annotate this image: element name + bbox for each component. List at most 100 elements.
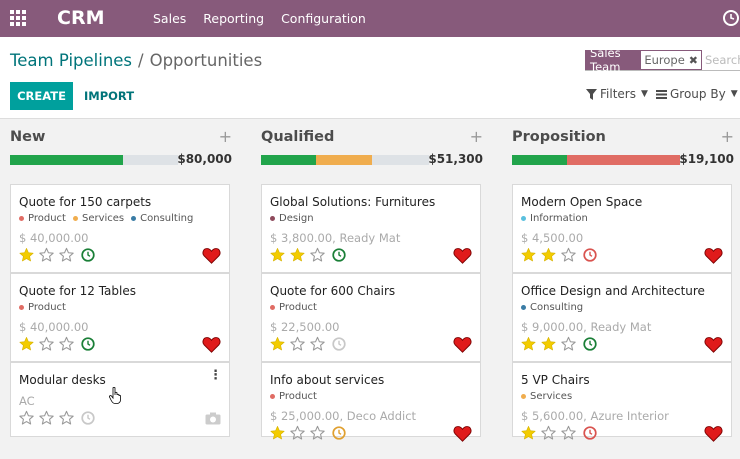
apps-menu-icon[interactable] <box>10 10 28 26</box>
card-amount: $ 40,000.00 <box>19 231 89 245</box>
tag-color-dot <box>19 216 24 221</box>
heart-icon[interactable] <box>202 336 221 353</box>
star-empty-icon[interactable] <box>38 247 55 263</box>
column-progress-bar[interactable] <box>10 155 178 165</box>
tag: Design <box>270 213 314 224</box>
star-filled-icon[interactable] <box>18 336 35 352</box>
star-filled-icon[interactable] <box>520 336 537 352</box>
star-empty-icon[interactable] <box>540 425 557 441</box>
card-title: Info about services <box>270 373 385 387</box>
kanban-card[interactable]: Quote for 12 Tables Product $ 40,000.00 <box>10 273 230 362</box>
quick-create-plus-icon[interactable]: + <box>469 127 483 146</box>
green-clock-icon[interactable] <box>81 248 95 262</box>
kanban-card[interactable]: Modern Open Space Information $ 4,500.00 <box>512 184 732 273</box>
green-clock-icon[interactable] <box>81 337 95 351</box>
star-empty-icon[interactable] <box>560 247 577 263</box>
quick-create-plus-icon[interactable]: + <box>720 127 734 146</box>
filters-dropdown[interactable]: Filters ▼ <box>586 87 648 101</box>
heart-icon[interactable] <box>453 425 472 442</box>
star-filled-icon[interactable] <box>520 425 537 441</box>
star-filled-icon[interactable] <box>540 336 557 352</box>
card-tags: Services <box>521 391 572 402</box>
progress-segment-green[interactable] <box>10 155 123 165</box>
card-amount: $ 4,500.00 <box>521 231 584 245</box>
kanban-card[interactable]: Info about services Product $ 25,000.00, D… <box>261 362 481 442</box>
create-button[interactable]: CREATE <box>10 82 73 110</box>
star-filled-icon[interactable] <box>289 247 306 263</box>
star-filled-icon[interactable] <box>269 336 286 352</box>
facet-remove-icon[interactable]: ✖ <box>688 53 698 67</box>
star-empty-icon[interactable] <box>58 336 75 352</box>
heart-icon[interactable] <box>202 247 221 264</box>
star-empty-icon[interactable] <box>289 425 306 441</box>
star-empty-icon[interactable] <box>58 410 75 426</box>
breadcrumb: Team Pipelines / Opportunities <box>10 51 262 70</box>
menu-item-reporting[interactable]: Reporting <box>203 11 265 26</box>
star-filled-icon[interactable] <box>540 247 557 263</box>
caret-down-icon: ▼ <box>640 89 648 99</box>
column-title[interactable]: Proposition <box>512 129 606 145</box>
star-filled-icon[interactable] <box>520 247 537 263</box>
star-empty-icon[interactable] <box>289 336 306 352</box>
card-dropdown-menu-icon[interactable]: ⋮ <box>209 368 222 383</box>
tag-label: Consulting <box>530 302 584 313</box>
kanban-card[interactable]: Office Design and Architecture Consulting… <box>512 273 732 362</box>
column-progress-bar[interactable] <box>512 155 680 165</box>
star-empty-icon[interactable] <box>309 247 326 263</box>
star-empty-icon[interactable] <box>309 425 326 441</box>
kanban-card[interactable]: Quote for 600 Chairs Product $ 22,500.00 <box>261 273 481 362</box>
star-filled-icon[interactable] <box>18 247 35 263</box>
green-clock-icon[interactable] <box>332 248 346 262</box>
heart-icon[interactable] <box>453 247 472 264</box>
column-total: $19,100 <box>679 152 734 166</box>
progress-segment-red[interactable] <box>567 155 680 165</box>
kanban-card[interactable]: Global Solutions: Furnitures Design $ 3,80… <box>261 184 481 273</box>
progress-segment-orange[interactable] <box>316 155 372 165</box>
heart-icon[interactable] <box>704 425 723 442</box>
column-progress-bar[interactable] <box>261 155 429 165</box>
app-brand[interactable]: CRM <box>57 7 105 29</box>
star-filled-icon[interactable] <box>269 247 286 263</box>
star-empty-icon[interactable] <box>18 410 35 426</box>
star-empty-icon[interactable] <box>560 425 577 441</box>
column-title[interactable]: Qualified <box>261 129 335 145</box>
star-empty-icon[interactable] <box>38 336 55 352</box>
card-amount: $ 3,800.00, Ready Mat <box>270 231 401 245</box>
star-filled-icon[interactable] <box>269 425 286 441</box>
star-empty-icon[interactable] <box>309 336 326 352</box>
heart-icon[interactable] <box>704 247 723 264</box>
column-title[interactable]: New <box>10 129 46 145</box>
orange-clock-icon[interactable] <box>332 426 346 440</box>
tag: Services <box>72 213 124 224</box>
kanban-card[interactable]: Quote for 150 carpets Product Services Cons… <box>10 184 230 273</box>
progress-segment-grey[interactable] <box>371 155 429 165</box>
progress-segment-grey[interactable] <box>122 155 178 165</box>
progress-segment-green[interactable] <box>512 155 568 165</box>
green-clock-icon[interactable] <box>583 337 597 351</box>
breadcrumb-parent[interactable]: Team Pipelines <box>10 51 133 70</box>
tag-label: Information <box>530 213 588 224</box>
kanban-card[interactable]: 5 VP Chairs Services $ 5,600.00, Azure Int… <box>512 362 732 442</box>
import-button[interactable]: IMPORT <box>84 89 135 103</box>
grey-clock-icon[interactable] <box>332 337 346 351</box>
progress-segment-green[interactable] <box>261 155 317 165</box>
star-empty-icon[interactable] <box>38 410 55 426</box>
star-empty-icon[interactable] <box>58 247 75 263</box>
heart-icon[interactable] <box>453 336 472 353</box>
camera-icon[interactable] <box>205 412 221 425</box>
priority-stars <box>269 425 346 441</box>
menu-item-configuration[interactable]: Configuration <box>281 11 366 26</box>
search-input[interactable] <box>705 53 740 67</box>
tag-label: Product <box>279 391 317 402</box>
groupby-dropdown[interactable]: Group By ▼ <box>656 87 738 101</box>
tag-color-dot <box>131 216 137 221</box>
priority-stars <box>269 247 346 263</box>
activity-clock-icon[interactable] <box>722 9 740 27</box>
grey-clock-icon[interactable] <box>81 411 95 425</box>
quick-create-plus-icon[interactable]: + <box>218 127 232 146</box>
star-empty-icon[interactable] <box>560 336 577 352</box>
red-clock-icon[interactable] <box>583 426 597 440</box>
red-clock-icon[interactable] <box>583 248 597 262</box>
heart-icon[interactable] <box>704 336 723 353</box>
menu-item-sales[interactable]: Sales <box>153 11 187 26</box>
